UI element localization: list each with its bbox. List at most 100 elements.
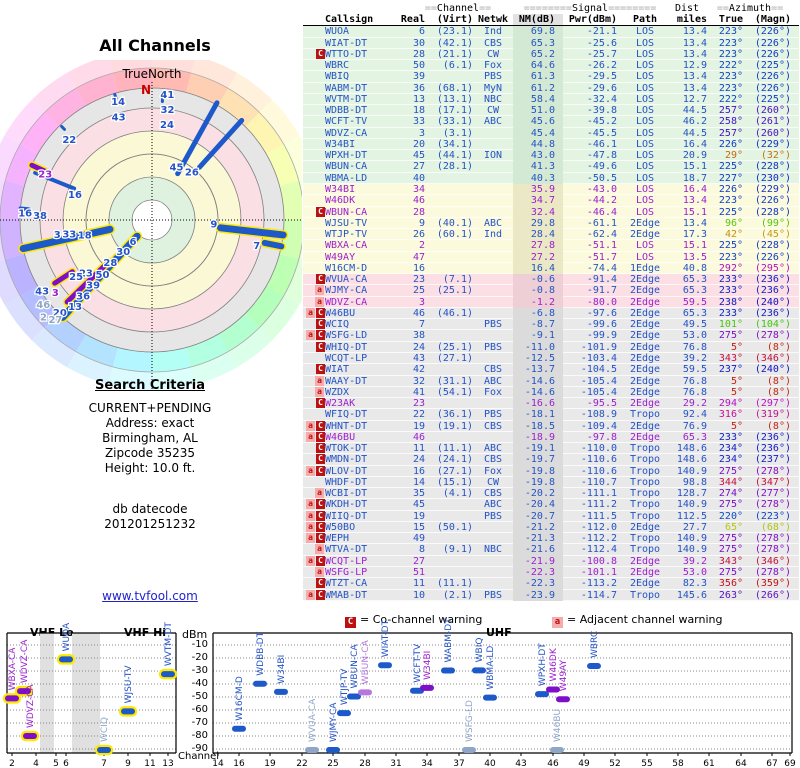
signal-bar — [5, 695, 19, 702]
path: Tropo — [629, 454, 661, 466]
callsign: WHIQ-DT — [325, 341, 368, 353]
radar-channel-label: 3 — [52, 288, 59, 299]
radar-channel-label: 26 — [185, 168, 199, 179]
azimuth-true: 275° — [718, 465, 743, 477]
power: -39.8 — [586, 105, 617, 117]
channel-tick: 5 — [53, 759, 59, 768]
adjacent-channel-warning-icon: a — [306, 330, 315, 341]
path: 2Edge — [629, 364, 661, 376]
network: PBS — [483, 341, 503, 353]
azimuth-magnetic: (240°) — [754, 364, 791, 376]
path: Tropo — [629, 409, 661, 421]
azimuth-true: 225° — [718, 206, 743, 218]
azimuth-magnetic: (45°) — [760, 229, 791, 241]
db-datecode: db datecode 201201251232 — [30, 502, 270, 532]
virtual-channel — [425, 184, 473, 195]
distance: 15.1 — [682, 206, 707, 218]
table-row: a C WHNT-DT 19 (19.1) CBS -18.5 -109.4 2Edge 76.9… — [303, 420, 799, 432]
virtual-channel — [425, 432, 473, 443]
network: Ind — [483, 26, 503, 38]
channel-tick: 61 — [703, 759, 714, 768]
virtual-channel: (25.1) — [436, 341, 473, 353]
station-label: WUOA — [62, 622, 72, 651]
co-channel-warning-icon: C — [316, 510, 325, 521]
azimuth-true: 226° — [718, 183, 743, 195]
callsign: WIAT — [325, 364, 350, 376]
network: Fox — [483, 386, 503, 398]
table-row: a C W50BO 15 (50.1) -21.2 -112.0 2Edge 27.7 65° (6… — [303, 521, 799, 534]
co-channel-warning-icon: C — [316, 578, 325, 589]
channel-tick: 6 — [63, 759, 69, 768]
azimuth-magnetic: (278°) — [754, 567, 791, 579]
distance: 76.9 — [682, 420, 707, 432]
distance: 140.9 — [676, 533, 707, 545]
real-channel: 20 — [412, 138, 425, 150]
callsign: WIAT-DT — [325, 37, 368, 49]
azimuth-true: 222° — [718, 93, 743, 105]
azimuth-magnetic: (223°) — [754, 510, 791, 522]
distance: 12.9 — [682, 60, 707, 72]
channel-tick: 19 — [264, 759, 276, 768]
azimuth-true: 5° — [730, 386, 743, 398]
signal-bar — [59, 656, 73, 663]
azimuth-magnetic: (236°) — [754, 431, 791, 443]
table-row: a C WMAB-DT 10 (2.1) PBS -23.9 -114.7 Tropo 145.6… — [303, 589, 799, 601]
path: 2Edge — [629, 285, 661, 297]
power: -95.5 — [586, 398, 617, 410]
station-label: WDVZ-CA — [26, 684, 36, 728]
virtual-channel: (19.1) — [436, 420, 473, 432]
distance: 16.4 — [682, 183, 707, 195]
path: 2Edge — [629, 307, 661, 319]
virtual-channel — [425, 567, 473, 578]
distance: 12.7 — [682, 93, 707, 105]
noise-margin: 41.3 — [513, 161, 563, 173]
network — [473, 240, 513, 251]
noise-margin: -21.9 — [513, 555, 563, 568]
table-row: WCQT-LP 43 (27.1) -12.5 -103.4 2Edge 39.2 343° (… — [303, 352, 799, 365]
radar-channel-label: 36 — [76, 292, 90, 303]
distance: 145.6 — [676, 589, 707, 601]
table-row: WUOA 6 (23.1) Ind 69.8 -21.1 LOS 13.4 223° (226°) — [303, 26, 799, 38]
noise-margin: 65.3 — [513, 37, 563, 49]
noise-margin: 61.2 — [513, 82, 563, 94]
path: LOS — [635, 206, 655, 218]
callsign: WZDX — [325, 386, 350, 398]
path: LOS — [635, 26, 655, 38]
network — [473, 567, 513, 578]
signal-bar — [546, 686, 560, 693]
network: PBS — [483, 71, 503, 83]
network: CBS — [483, 37, 503, 49]
noise-margin: 27.2 — [513, 251, 563, 263]
co-channel-warning-icon: C — [316, 443, 325, 454]
co-channel-warning-icon: C — [316, 364, 325, 375]
co-channel-warning-icon: C — [316, 341, 325, 352]
callsign: WBUN-CA — [325, 206, 368, 218]
power: -101.9 — [580, 341, 617, 353]
noise-margin: -20.7 — [513, 510, 563, 522]
callsign: WDVZ-CA — [325, 127, 368, 139]
azimuth-true: 257° — [718, 105, 743, 117]
adjacent-channel-warning-icon: a — [315, 296, 324, 307]
channel-tick: 40 — [484, 759, 496, 768]
azimuth-true: 233° — [718, 307, 743, 319]
distance: 128.7 — [676, 488, 707, 500]
radar-channel-label: 6 — [129, 237, 136, 248]
tvfool-link[interactable]: www.tvfool.com — [102, 589, 198, 603]
callsign: W34BI — [325, 183, 356, 195]
distance: 17.3 — [682, 229, 707, 241]
network — [473, 139, 513, 150]
noise-margin: 16.4 — [513, 262, 563, 275]
power: -45.2 — [586, 116, 617, 128]
signal-bar — [337, 710, 351, 717]
noise-margin: -1.2 — [513, 296, 563, 308]
adjacent-channel-warning-icon: a — [315, 544, 324, 555]
radar-channel-label: 32 — [160, 105, 174, 116]
table-row: W16CM-D 16 16.4 -74.4 1Edge 40.8 292° (295°) — [303, 262, 799, 275]
power: -113.2 — [580, 578, 617, 590]
table-header-columns: Callsign Real (Virt) Netwk NM(dB) Pwr(dBm) Pat… — [325, 14, 791, 26]
network — [473, 285, 513, 296]
station-label: WTJP-TV — [340, 668, 350, 705]
adjacent-channel-warning-icon: a — [306, 431, 315, 442]
station-label: WBMA-LD — [486, 646, 496, 690]
real-channel: 14 — [412, 476, 425, 488]
